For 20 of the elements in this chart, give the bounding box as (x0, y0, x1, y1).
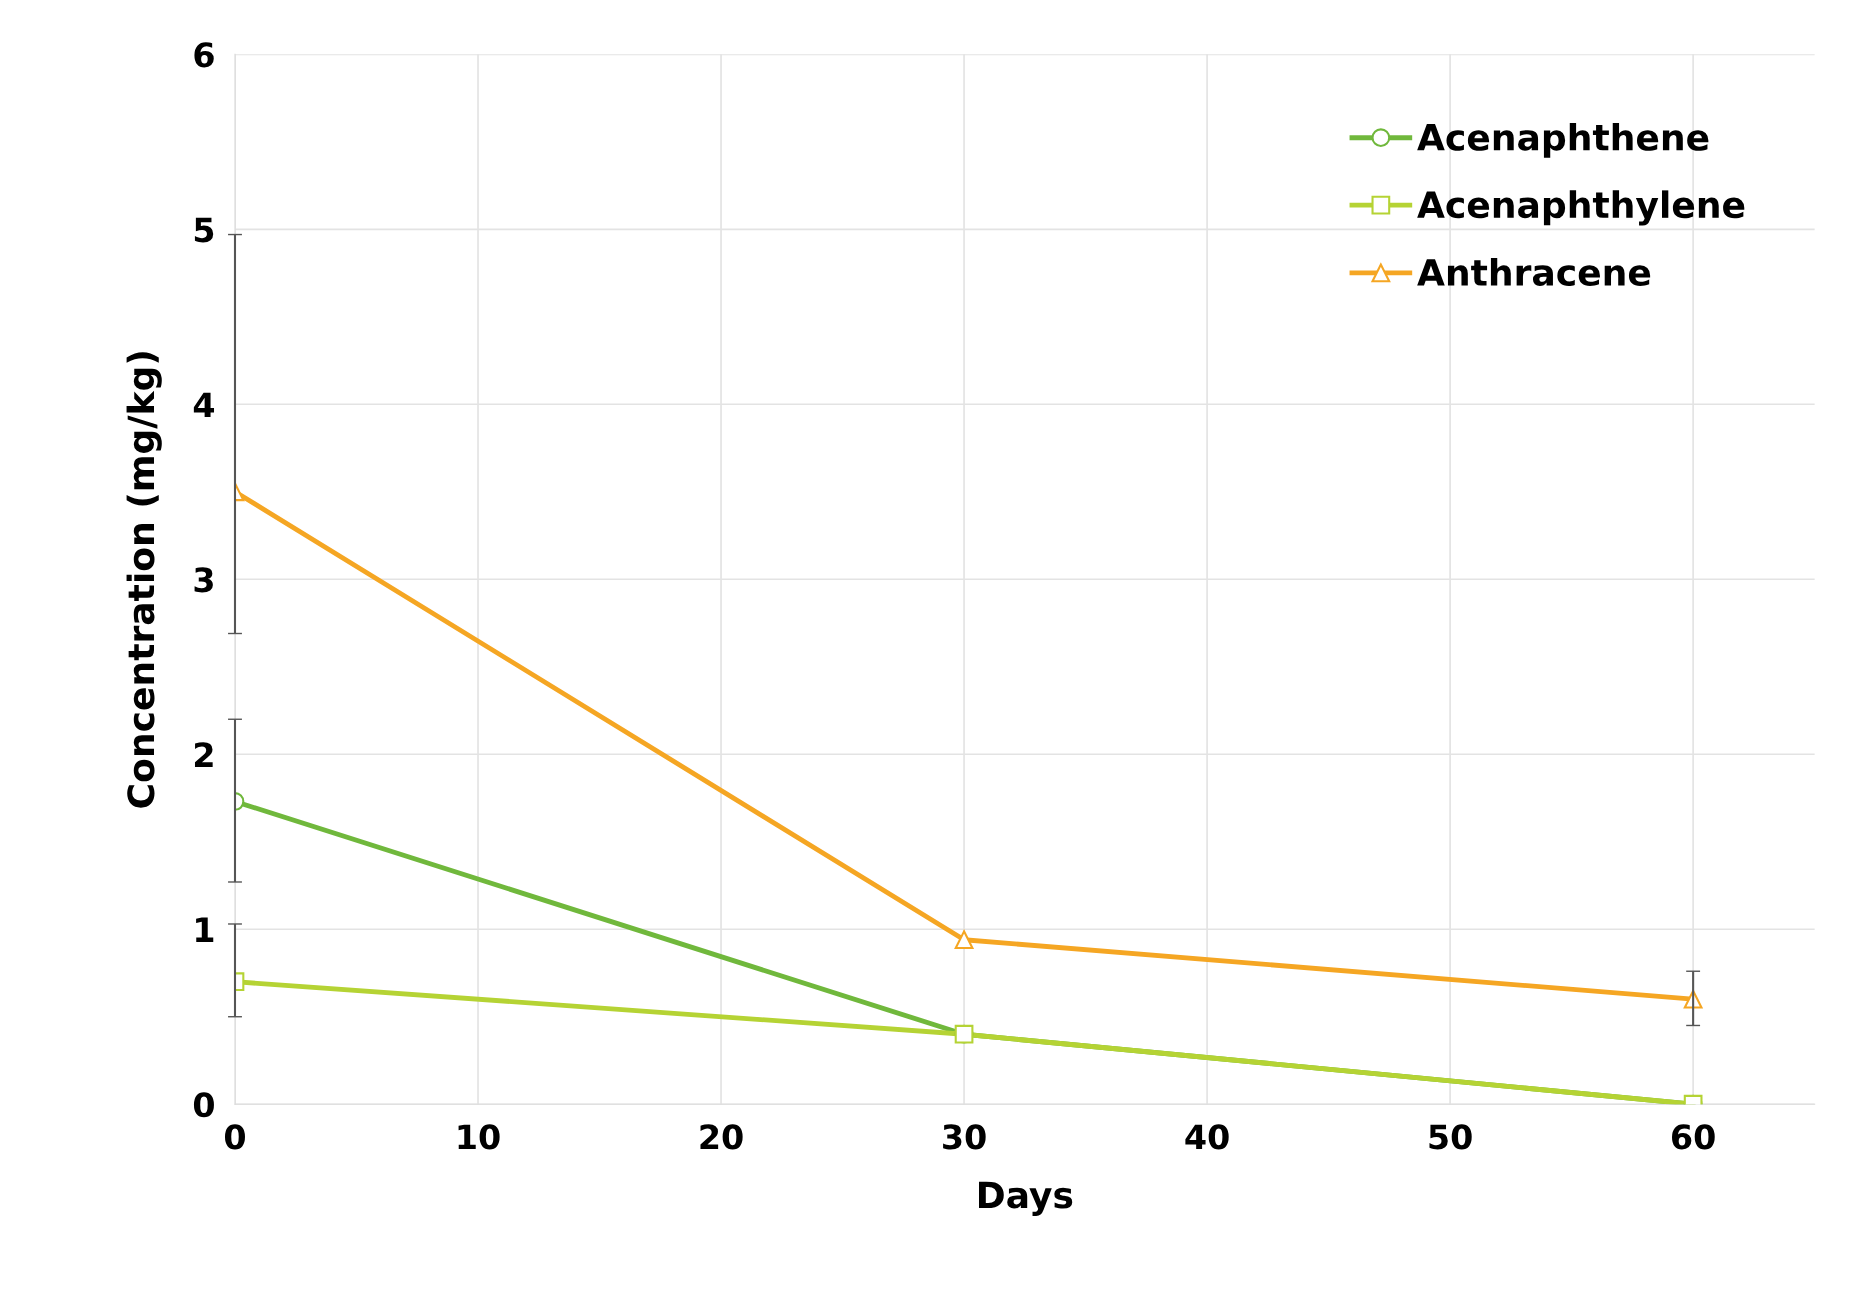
x-tick-label: 20 (700, 1124, 743, 1150)
y-tick-label: 0 (193, 1092, 214, 1118)
x-tick-label: 0 (224, 1124, 245, 1150)
legend-label: Acenaphthylene (1417, 190, 1745, 226)
x-tick-label: 60 (1672, 1124, 1715, 1150)
x-tick-label: 40 (1185, 1124, 1229, 1150)
y-axis-title: Concentration (mg/kg) (126, 352, 162, 808)
y-tick-label: 4 (193, 392, 215, 417)
point (954, 930, 974, 950)
legend-label: Anthracene (1417, 258, 1651, 287)
x-tick-label: 50 (1429, 1124, 1472, 1150)
x-axis-title: Days (979, 1181, 1073, 1216)
y-tick-label: 6 (194, 42, 214, 68)
y-tick-label: 3 (194, 567, 213, 593)
y-tick-label: 1 (196, 917, 214, 942)
x-tick-label: 10 (458, 1124, 500, 1150)
y-tick-label: 5 (194, 217, 214, 243)
y-tick-label: 2 (194, 742, 213, 767)
x-tick-label: 30 (943, 1124, 986, 1150)
legend-label: Acenaphthene (1417, 122, 1709, 158)
